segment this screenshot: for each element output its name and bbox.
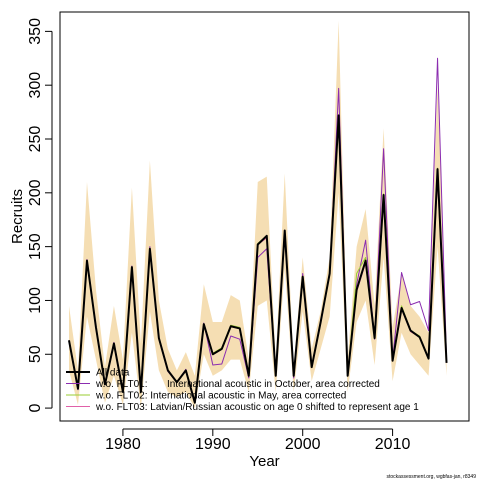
series-layer <box>68 57 448 404</box>
legend-label: w.o. FLT03: Latvian/Russian acoustic on … <box>95 402 419 413</box>
y-tick-label: 50 <box>27 345 44 363</box>
x-tick-label: 1990 <box>195 436 231 453</box>
series-line-all-data <box>68 114 448 404</box>
legend-label: All data <box>96 368 130 379</box>
x-tick-label: 2000 <box>285 436 321 453</box>
confidence-band-layer <box>68 20 447 409</box>
footnote: stockassessment.org, wgbfas-jan, r8349 <box>387 474 477 480</box>
x-axis: 1980 1990 2000 2010 <box>105 428 411 453</box>
y-tick-label: 0 <box>27 404 44 413</box>
x-tick-label: 1980 <box>105 436 141 453</box>
y-tick-label: 100 <box>27 287 44 314</box>
y-axis-title: Recruits <box>9 189 26 244</box>
x-tick-label: 2010 <box>375 436 411 453</box>
y-axis: 0 50 100 150 200 250 300 350 <box>27 18 53 413</box>
legend-label: w.o. FLT02: International acoustic in Ma… <box>95 391 346 402</box>
y-tick-label: 150 <box>27 233 44 260</box>
x-axis-title: Year <box>249 453 279 470</box>
y-tick-label: 250 <box>27 126 44 153</box>
plot-area-frame <box>59 11 470 422</box>
y-tick-label: 200 <box>27 179 44 206</box>
legend-label: w.o. FLT01: International acoustic in Oc… <box>95 379 380 390</box>
confidence-band <box>68 20 447 409</box>
y-tick-label: 300 <box>27 72 44 99</box>
y-tick-label: 350 <box>27 18 44 45</box>
